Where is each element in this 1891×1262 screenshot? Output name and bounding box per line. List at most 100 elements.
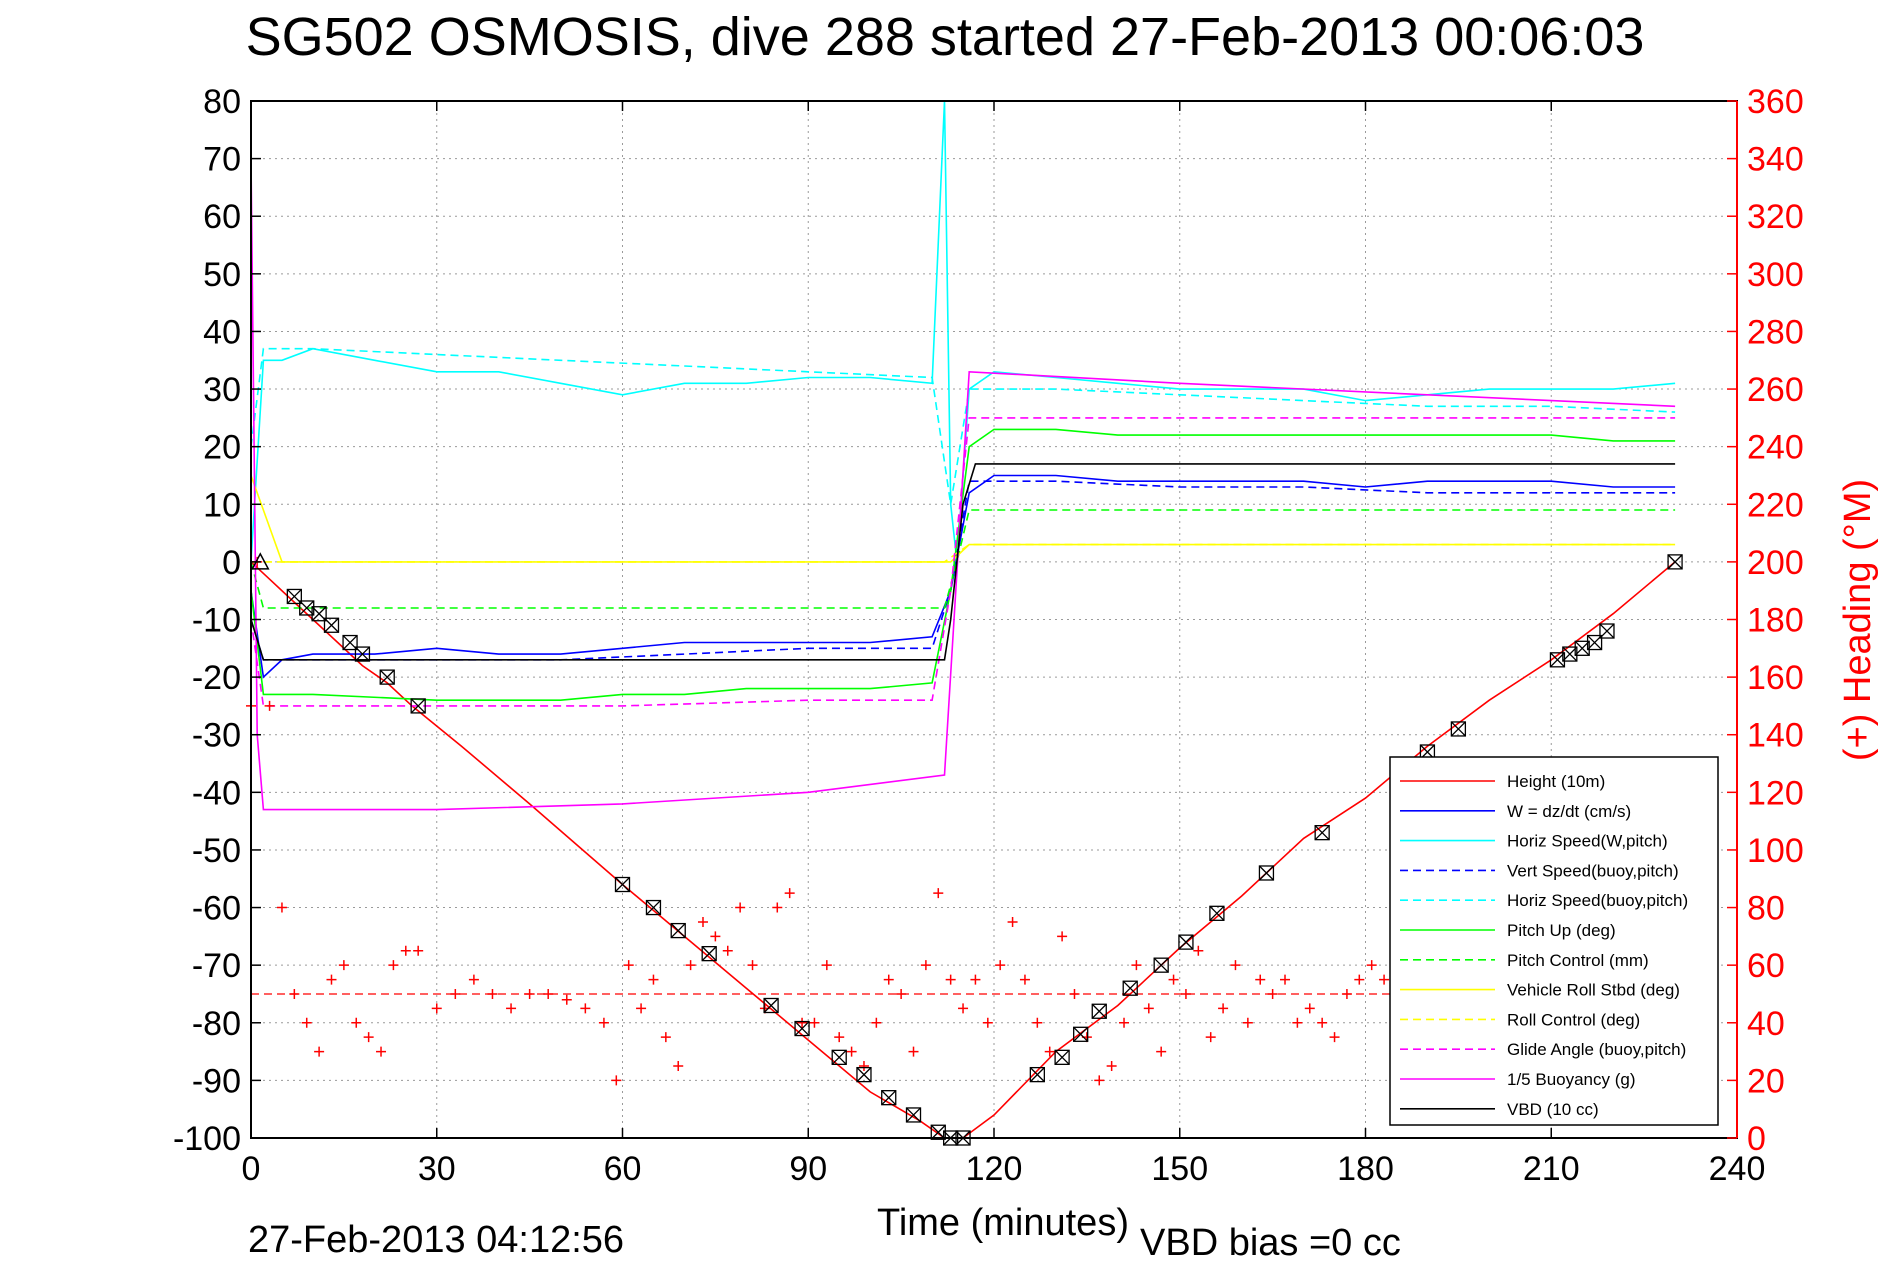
depth-marker-x bbox=[1073, 1026, 1089, 1042]
depth-marker-box bbox=[856, 1066, 872, 1083]
heading-point bbox=[1230, 960, 1241, 971]
depth-marker-x bbox=[1091, 1003, 1107, 1019]
heading-point bbox=[797, 1017, 808, 1028]
depth-marker-box bbox=[670, 922, 686, 939]
x-axis-label: Time (minutes) bbox=[877, 1202, 1129, 1244]
depth-marker-x bbox=[324, 617, 339, 633]
depth-marker-x bbox=[930, 1124, 946, 1140]
depth-marker bbox=[1122, 980, 1138, 996]
depth-marker-box bbox=[614, 876, 631, 893]
y-tick-label: 50 bbox=[203, 256, 241, 294]
depth-marker bbox=[1153, 957, 1169, 973]
x-tick-label: 150 bbox=[1151, 1150, 1208, 1188]
heading-point bbox=[1292, 1017, 1303, 1028]
depth-marker-box bbox=[881, 1090, 897, 1106]
series-line-vert-speed-buoy-pitch bbox=[250, 480, 1676, 661]
y2-tick-label: 80 bbox=[1747, 890, 1785, 928]
legend-label: VBD (10 cc) bbox=[1507, 1100, 1599, 1119]
depth-marker bbox=[856, 1066, 872, 1083]
depth-marker-box bbox=[905, 1107, 922, 1123]
legend: Height (10m) W = dz/dt (cm/s) Horiz Speed(… bbox=[1389, 756, 1719, 1126]
x-axis-ticks: 0 30 60 90 120 150 180 210 240 bbox=[242, 101, 1765, 1188]
y2-tick-label: 160 bbox=[1747, 659, 1804, 697]
heading-point bbox=[697, 916, 708, 927]
heading-point bbox=[871, 1017, 882, 1028]
heading-point bbox=[431, 1003, 442, 1014]
heading-point bbox=[834, 1032, 845, 1043]
heading-point bbox=[598, 1017, 609, 1028]
heading-point bbox=[1019, 974, 1030, 985]
y-tick-label: 10 bbox=[203, 486, 241, 524]
heading-point bbox=[1044, 1046, 1055, 1057]
depth-marker bbox=[1209, 905, 1225, 921]
x-tick-label: 180 bbox=[1337, 1150, 1394, 1188]
depth-marker-box bbox=[286, 588, 302, 605]
heading-point bbox=[1354, 974, 1365, 985]
y2-tick-label: 20 bbox=[1747, 1062, 1785, 1100]
y2-tick-label: 340 bbox=[1747, 141, 1804, 179]
legend-label: Pitch Control (mm) bbox=[1507, 951, 1649, 970]
heading-point bbox=[1193, 945, 1204, 956]
depth-marker bbox=[311, 606, 327, 622]
heading-point bbox=[561, 994, 572, 1005]
y2-tick-label: 0 bbox=[1747, 1120, 1766, 1158]
y2-tick-label: 300 bbox=[1747, 256, 1804, 294]
heading-point bbox=[1280, 974, 1291, 985]
depth-marker-box bbox=[645, 899, 662, 916]
series-line-horiz-speed-buoy-pitch bbox=[250, 347, 1676, 505]
y2-tick-label: 240 bbox=[1747, 429, 1804, 467]
depth-marker bbox=[763, 997, 779, 1014]
heading-point bbox=[388, 960, 399, 971]
depth-marker-x bbox=[342, 635, 358, 651]
heading-point bbox=[1180, 988, 1191, 999]
depth-marker-box bbox=[831, 1049, 847, 1065]
depth-marker bbox=[1073, 1026, 1089, 1042]
y2-tick-label: 180 bbox=[1747, 602, 1804, 640]
heading-point bbox=[896, 988, 907, 999]
depth-marker-box bbox=[1599, 623, 1615, 639]
heading-point bbox=[1267, 988, 1278, 999]
y-tick-label: -40 bbox=[192, 774, 241, 812]
y2-tick-label: 60 bbox=[1747, 947, 1785, 985]
legend-label: Vert Speed(buoy,pitch) bbox=[1507, 861, 1679, 880]
heading-point bbox=[809, 1017, 820, 1028]
y2-tick-label: 220 bbox=[1747, 486, 1804, 524]
grid-lines bbox=[251, 101, 1737, 1138]
depth-marker bbox=[1599, 623, 1615, 639]
depth-marker-x bbox=[1209, 905, 1225, 921]
series-line-height-10m bbox=[250, 561, 1676, 1139]
x-tick-label: 120 bbox=[966, 1150, 1023, 1188]
legend-box bbox=[1389, 756, 1719, 1126]
depth-marker-box bbox=[354, 646, 371, 662]
heading-point bbox=[1156, 1046, 1167, 1057]
heading-point bbox=[351, 1017, 362, 1028]
y2-tick-label: 40 bbox=[1747, 1005, 1785, 1043]
depth-marker bbox=[1091, 1003, 1107, 1019]
depth-marker-x bbox=[615, 877, 630, 892]
y-axis-ticks: 80 70 60 50 40 30 20 10 0 -10 -20 -30 -40 -50 -60 -70 -8… bbox=[173, 83, 261, 1158]
y2-tick-label: 280 bbox=[1747, 313, 1804, 351]
heading-point bbox=[1317, 1017, 1328, 1028]
series-line-horiz-speed-w-pitch bbox=[250, 100, 1676, 562]
heading-point bbox=[648, 974, 659, 985]
depth-marker bbox=[342, 634, 358, 651]
chart-title: SG502 OSMOSIS, dive 288 started 27-Feb-2… bbox=[246, 7, 1645, 67]
depth-marker-box bbox=[1153, 957, 1169, 973]
depth-marker-box bbox=[379, 669, 395, 685]
depth-marker-x bbox=[1122, 980, 1138, 996]
depth-marker-x bbox=[645, 900, 661, 916]
y-tick-label: 60 bbox=[203, 198, 241, 236]
depth-marker bbox=[831, 1049, 847, 1065]
depth-marker-x bbox=[1574, 640, 1590, 656]
depth-marker bbox=[354, 646, 371, 662]
heading-point bbox=[506, 1003, 517, 1014]
depth-marker-x bbox=[286, 588, 302, 604]
depth-marker bbox=[1054, 1049, 1070, 1065]
depth-marker bbox=[1450, 721, 1467, 737]
depth-marker-box bbox=[342, 634, 358, 651]
heading-point bbox=[1242, 1017, 1253, 1028]
heading-point bbox=[1032, 1017, 1043, 1028]
depth-marker-box bbox=[1314, 825, 1330, 841]
heading-point bbox=[636, 1003, 647, 1014]
heading-point bbox=[338, 960, 349, 971]
